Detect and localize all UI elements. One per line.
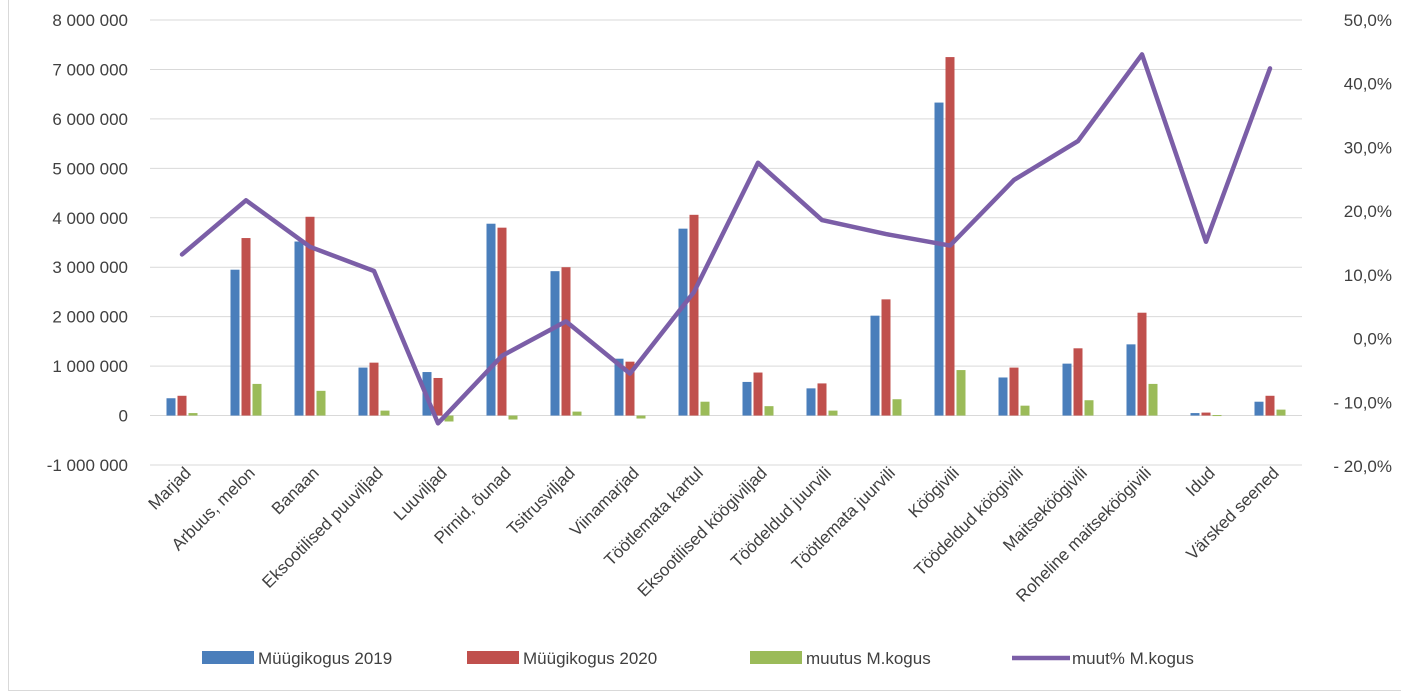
left-tick-label: -1 000 000 xyxy=(47,456,128,475)
bar-muutus xyxy=(572,411,582,416)
bar-series xyxy=(166,57,1286,422)
bar-2019 xyxy=(1190,413,1200,416)
bar-2020 xyxy=(881,299,891,416)
right-tick-label: - 20,0% xyxy=(1333,457,1392,476)
category-label: Roheline maitseköögivili xyxy=(1012,463,1154,605)
bar-2019 xyxy=(166,398,176,416)
chart-frame xyxy=(8,0,1401,691)
bar-2020 xyxy=(433,377,443,416)
bar-2019 xyxy=(934,102,944,416)
left-tick-label: 7 000 000 xyxy=(52,60,128,79)
line-muut-percent xyxy=(179,52,1273,426)
right-tick-label: 20,0% xyxy=(1344,202,1392,221)
bar-2019 xyxy=(1062,363,1072,416)
legend-swatch xyxy=(202,651,254,664)
bar-muutus xyxy=(1020,405,1030,416)
bar-2020 xyxy=(561,267,571,416)
bar-2019 xyxy=(358,367,368,416)
category-label: Luuviljad xyxy=(390,463,451,524)
left-tick-label: 1 000 000 xyxy=(52,357,128,376)
left-tick-label: 3 000 000 xyxy=(52,258,128,277)
left-axis-ticks: -1 000 000 0 1 000 000 2 000 000 3 000 000 4 … xyxy=(47,11,128,475)
bar-muutus xyxy=(380,410,390,416)
bar-2019 xyxy=(230,269,240,416)
right-tick-label: 10,0% xyxy=(1344,266,1392,285)
bar-2019 xyxy=(550,271,560,416)
bar-2020 xyxy=(241,238,251,416)
legend-swatch xyxy=(750,651,802,664)
left-tick-label: 8 000 000 xyxy=(52,11,128,30)
right-axis-ticks: - 20,0% - 10,0% 0,0% 10,0% 20,0% 30,0% 40,0% 50… xyxy=(1333,11,1392,476)
right-tick-label: 0,0% xyxy=(1353,330,1392,349)
bar-muutus xyxy=(956,370,966,416)
bar-muutus xyxy=(252,383,262,416)
legend-label: Müügikogus 2020 xyxy=(523,649,657,668)
bar-2019 xyxy=(806,388,816,416)
line-series xyxy=(179,52,1273,426)
gridlines xyxy=(150,19,1302,466)
bar-muutus xyxy=(508,415,518,420)
bar-2020 xyxy=(1009,367,1019,416)
bar-2020 xyxy=(1201,412,1211,416)
category-label: Marjad xyxy=(145,463,195,513)
bar-2019 xyxy=(614,358,624,416)
left-tick-label: 0 xyxy=(119,407,128,426)
bar-muutus xyxy=(316,390,326,416)
left-tick-label: 4 000 000 xyxy=(52,209,128,228)
bar-2019 xyxy=(294,241,304,416)
bar-2019 xyxy=(678,228,688,416)
bar-muutus xyxy=(764,406,774,416)
legend-label: muut% M.kogus xyxy=(1072,649,1194,668)
right-tick-label: 50,0% xyxy=(1344,11,1392,30)
bar-2020 xyxy=(369,362,379,416)
bar-muutus xyxy=(1212,415,1222,417)
legend-swatch xyxy=(467,651,519,664)
legend-label: muutus M.kogus xyxy=(806,649,931,668)
legend-label: Müügikogus 2019 xyxy=(258,649,392,668)
category-label: Eksootilised köögiviljad xyxy=(634,463,771,600)
legend: Müügikogus 2019 Müügikogus 2020 muutus M.k… xyxy=(202,649,1194,668)
bar-muutus xyxy=(636,415,646,419)
bar-2020 xyxy=(1073,348,1083,416)
bar-muutus xyxy=(828,410,838,416)
bar-2020 xyxy=(625,361,635,416)
category-label: Eksootilised puuviljad xyxy=(258,463,386,591)
category-label: Köögivili xyxy=(905,463,963,521)
bar-2020 xyxy=(497,227,507,416)
right-tick-label: - 10,0% xyxy=(1333,393,1392,412)
bar-2020 xyxy=(753,372,763,416)
bar-2020 xyxy=(177,395,187,416)
bar-muutus xyxy=(700,401,710,416)
bar-2019 xyxy=(742,381,752,416)
bar-2020 xyxy=(945,57,955,416)
bar-muutus xyxy=(892,399,902,416)
left-tick-label: 5 000 000 xyxy=(52,159,128,178)
bar-2019 xyxy=(870,315,880,416)
bar-muutus xyxy=(444,415,454,422)
bar-muutus xyxy=(188,413,198,416)
category-label: Idud xyxy=(1182,463,1219,500)
bar-2019 xyxy=(1126,344,1136,416)
bar-2019 xyxy=(998,377,1008,416)
bar-2020 xyxy=(817,383,827,416)
bar-2019 xyxy=(1254,401,1264,416)
bar-2019 xyxy=(486,223,496,416)
right-tick-label: 40,0% xyxy=(1344,75,1392,94)
right-tick-label: 30,0% xyxy=(1344,138,1392,157)
bar-2020 xyxy=(689,214,699,416)
bar-2020 xyxy=(1137,312,1147,416)
category-label: Banaan xyxy=(268,463,323,518)
bar-muutus xyxy=(1276,409,1286,416)
bar-muutus xyxy=(1148,383,1158,416)
category-label: Töödeldud köögivili xyxy=(910,463,1026,579)
bar-muutus xyxy=(1084,400,1094,416)
bar-2020 xyxy=(305,216,315,416)
left-tick-label: 2 000 000 xyxy=(52,308,128,327)
left-tick-label: 6 000 000 xyxy=(52,110,128,129)
bar-2020 xyxy=(1265,395,1275,416)
